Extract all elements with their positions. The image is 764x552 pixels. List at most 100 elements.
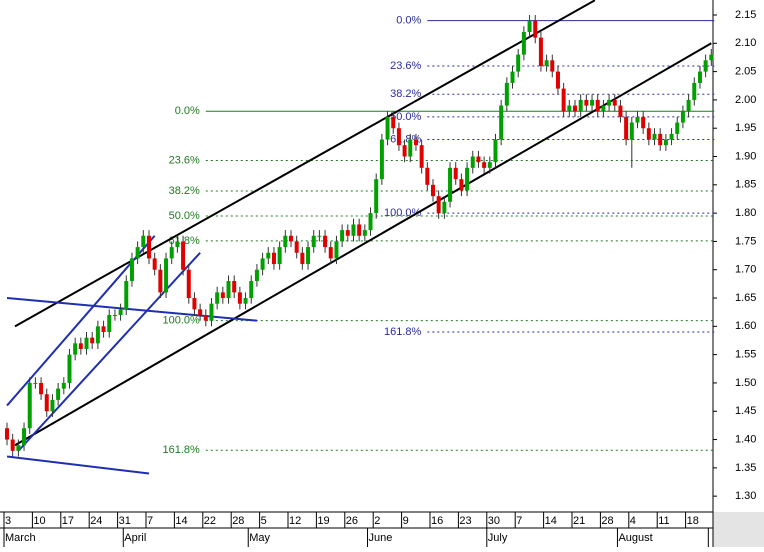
candle-body bbox=[306, 247, 311, 265]
candle-body bbox=[78, 343, 83, 349]
y-tick-label: 2.10 bbox=[735, 37, 756, 49]
fib-label: 50.0% bbox=[169, 210, 200, 222]
candle-body bbox=[164, 258, 169, 293]
x-tick-label: 12 bbox=[289, 515, 301, 527]
candle-body bbox=[686, 99, 691, 112]
candle-body bbox=[152, 258, 157, 270]
candle-body bbox=[538, 37, 543, 66]
candle-body bbox=[226, 281, 231, 299]
x-tick-label: 22 bbox=[204, 515, 216, 527]
candle-body bbox=[521, 31, 526, 55]
candle-body bbox=[169, 247, 174, 259]
y-tick-label: 2.00 bbox=[735, 94, 756, 106]
candle-body bbox=[652, 133, 657, 140]
candle-body bbox=[27, 382, 32, 429]
candle-body bbox=[141, 235, 146, 248]
candle-body bbox=[675, 122, 680, 134]
candle-body bbox=[345, 230, 350, 236]
x-tick-label: 16 bbox=[431, 515, 443, 527]
candle-body bbox=[419, 145, 424, 168]
candle-body bbox=[516, 54, 521, 72]
candle-body bbox=[391, 116, 396, 129]
fib-label: 38.2% bbox=[169, 185, 200, 197]
candle-body bbox=[181, 241, 186, 270]
candle-body bbox=[22, 428, 27, 446]
candle-body bbox=[249, 281, 254, 299]
fib-label: 0.0% bbox=[396, 15, 421, 27]
candle-body bbox=[237, 292, 242, 304]
x-tick-label: 28 bbox=[601, 515, 613, 527]
candle-body bbox=[601, 105, 606, 112]
trendline bbox=[17, 252, 201, 452]
candle-body bbox=[487, 162, 492, 168]
candle-body bbox=[595, 99, 600, 112]
candle-body bbox=[73, 343, 78, 355]
candle-body bbox=[289, 235, 293, 242]
candle-body bbox=[271, 252, 276, 265]
candle-body bbox=[618, 105, 623, 117]
candle-body bbox=[459, 179, 464, 191]
candle-body bbox=[317, 235, 322, 237]
corner bbox=[713, 512, 764, 547]
candle-body bbox=[357, 224, 362, 236]
trendline bbox=[6, 297, 258, 322]
candle-body bbox=[493, 139, 498, 163]
candle-body bbox=[16, 445, 21, 451]
month-label: July bbox=[488, 532, 508, 544]
x-tick-label: 21 bbox=[573, 515, 585, 527]
candle-body bbox=[220, 292, 225, 299]
candle-body bbox=[697, 71, 702, 83]
candle-body bbox=[90, 337, 95, 344]
candle-body bbox=[402, 145, 407, 157]
candle-body bbox=[129, 258, 134, 282]
y-tick-label: 2.15 bbox=[735, 9, 756, 21]
candle-body bbox=[567, 105, 572, 112]
candle-body bbox=[629, 122, 634, 140]
candle-body bbox=[448, 167, 453, 202]
candle-body bbox=[499, 105, 504, 140]
candle-body bbox=[465, 167, 470, 191]
candle-body bbox=[203, 315, 208, 321]
candle-body bbox=[107, 315, 112, 332]
y-tick-label: 1.60 bbox=[735, 320, 756, 332]
candle-body bbox=[590, 99, 595, 106]
fib-label: 50.0% bbox=[390, 111, 421, 123]
candle-body bbox=[260, 258, 265, 270]
x-tick-label: 31 bbox=[119, 515, 131, 527]
candle-body bbox=[709, 54, 714, 61]
candle-body bbox=[379, 139, 384, 180]
candle-body bbox=[470, 156, 475, 168]
trendline bbox=[14, 42, 712, 447]
candle-body bbox=[44, 394, 49, 412]
y-tick-label: 1.55 bbox=[735, 349, 756, 361]
candle-body bbox=[646, 128, 651, 140]
x-tick-label: 26 bbox=[346, 515, 358, 527]
fib-label: 38.2% bbox=[390, 88, 421, 100]
candle-body bbox=[436, 196, 441, 214]
candle-body bbox=[351, 224, 356, 236]
y-tick-label: 1.65 bbox=[735, 292, 756, 304]
y-tick-label: 1.45 bbox=[735, 405, 756, 417]
trendline bbox=[6, 455, 150, 475]
candle-body bbox=[232, 281, 237, 293]
candle-body bbox=[135, 247, 140, 259]
fib-label: 100.0% bbox=[162, 315, 200, 327]
candle-body bbox=[283, 235, 288, 248]
x-tick-label: 19 bbox=[317, 515, 329, 527]
candle-body bbox=[158, 269, 163, 293]
candle-body bbox=[385, 116, 390, 140]
y-tick-label: 1.30 bbox=[735, 490, 756, 502]
x-tick-label: 14 bbox=[545, 515, 557, 527]
fib-label: 161.8% bbox=[384, 326, 422, 338]
candle-body bbox=[243, 298, 248, 304]
y-tick-label: 1.85 bbox=[735, 179, 756, 191]
x-tick-label: 10 bbox=[33, 515, 45, 527]
month-label: May bbox=[249, 532, 270, 544]
candle-body bbox=[555, 71, 560, 89]
y-tick-label: 1.80 bbox=[735, 207, 756, 219]
candle-body bbox=[527, 20, 532, 32]
candle-body bbox=[408, 139, 413, 157]
candle-body bbox=[328, 247, 333, 259]
candle-body bbox=[669, 133, 674, 140]
